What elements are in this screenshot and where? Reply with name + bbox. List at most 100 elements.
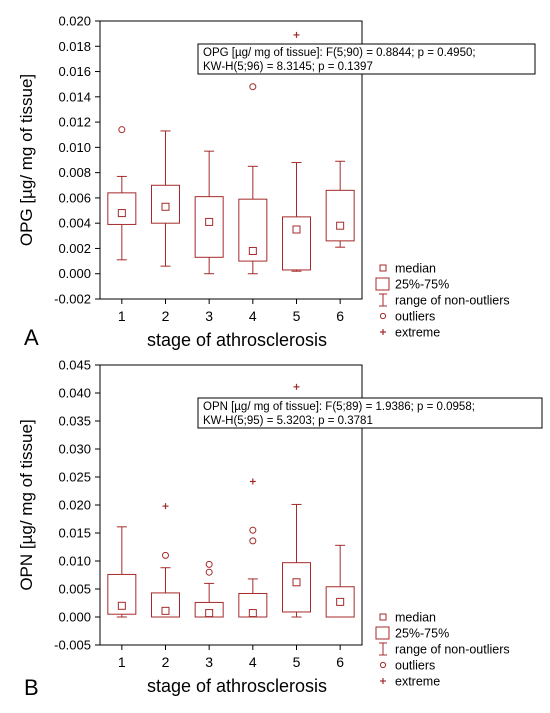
x-tick-label: 6 xyxy=(336,654,344,670)
median-marker xyxy=(161,606,170,615)
legend-label: range of non-outliers xyxy=(395,294,510,308)
box-group-1 xyxy=(107,526,137,618)
y-tick-label: 0.016 xyxy=(58,64,91,79)
x-tick-label: 1 xyxy=(118,308,126,324)
x-tick-label: 6 xyxy=(336,308,344,324)
median-marker xyxy=(248,246,257,255)
y-tick-label: 0.000 xyxy=(58,610,91,625)
legend-outlier-symbol xyxy=(379,661,387,669)
legend-label: median xyxy=(395,262,436,276)
iqr-box xyxy=(107,192,137,225)
y-tick-label: 0.005 xyxy=(58,582,91,597)
median-marker xyxy=(292,225,301,234)
legend-median-symbol xyxy=(379,264,387,272)
stats-annotation-line: OPG [µg/ mg of tissue]: F(5;90) = 0.8844… xyxy=(203,47,476,59)
iqr-box xyxy=(282,216,311,271)
outlier-point xyxy=(249,83,257,91)
stats-annotation-line: OPN [µg/ mg of tissue]: F(5;89) = 1.9386… xyxy=(203,401,475,413)
legend-box-symbol xyxy=(375,277,390,291)
legend-box-symbol xyxy=(375,626,390,640)
x-tick-label: 2 xyxy=(162,654,170,670)
y-tick-label: 0.012 xyxy=(58,115,91,130)
x-axis-label: stage of athrosclerosis xyxy=(147,330,327,350)
x-axis-label: stage of athrosclerosis xyxy=(147,676,327,696)
box-group-5 xyxy=(282,383,311,618)
outlier-point xyxy=(118,126,126,134)
y-tick-label: -0.005 xyxy=(54,638,91,653)
y-tick-label: 0.040 xyxy=(58,386,91,401)
x-tick-label: 3 xyxy=(205,654,213,670)
median-marker xyxy=(248,609,257,618)
x-tick-label: 5 xyxy=(293,654,301,670)
legend-label: 25%-75% xyxy=(395,627,449,641)
y-tick-label: -0.002 xyxy=(54,292,91,307)
stats-annotation-box xyxy=(197,43,536,75)
box-group-6 xyxy=(325,160,355,248)
x-tick-label: 5 xyxy=(293,308,301,324)
x-tick-label: 3 xyxy=(205,308,213,324)
x-tick-label: 2 xyxy=(162,308,170,324)
x-tick-label: 1 xyxy=(118,654,126,670)
legend-label: outliers xyxy=(395,310,435,324)
y-tick-label: 0.030 xyxy=(58,442,91,457)
stats-annotation-box xyxy=(197,397,543,429)
y-tick-label: 0.025 xyxy=(58,470,91,485)
iqr-box xyxy=(238,198,268,262)
y-tick-label: 0.002 xyxy=(58,241,91,256)
y-tick-label: 0.045 xyxy=(58,358,91,373)
iqr-box xyxy=(107,573,137,615)
legend-label: outliers xyxy=(395,659,435,673)
box-group-2 xyxy=(151,503,180,618)
panel-label: B xyxy=(24,675,39,700)
legend-label: extreme xyxy=(395,675,440,689)
x-tick-label: 4 xyxy=(249,308,257,324)
median-marker xyxy=(117,209,126,218)
iqr-box xyxy=(325,586,355,618)
outlier-point xyxy=(205,568,213,576)
median-marker xyxy=(117,601,126,610)
box-group-1 xyxy=(107,126,137,261)
panel-label: A xyxy=(24,325,39,350)
y-tick-label: 0.035 xyxy=(58,414,91,429)
outlier-point xyxy=(162,551,169,559)
y-tick-label: 0.010 xyxy=(58,554,91,569)
plot-frame xyxy=(99,20,363,300)
y-tick-label: 0.006 xyxy=(58,190,91,205)
median-marker xyxy=(205,217,214,226)
stats-annotation-line: KW-H(5;96) = 8.3145; p = 0.1397 xyxy=(203,61,373,73)
y-axis-label: OPG [µg/ mg of tissue] xyxy=(17,74,36,246)
x-tick-label: 4 xyxy=(249,654,257,670)
box-group-3 xyxy=(194,560,224,618)
outlier-point xyxy=(249,526,257,534)
stats-annotation-line: KW-H(5;95) = 5.3203; p = 0.3781 xyxy=(203,415,373,427)
median-marker xyxy=(336,221,345,230)
y-tick-label: 0.020 xyxy=(58,498,91,513)
y-tick-label: 0.000 xyxy=(58,266,91,281)
y-tick-label: 0.015 xyxy=(58,526,91,541)
legend-label: median xyxy=(395,611,436,625)
legend-label: range of non-outliers xyxy=(395,643,510,657)
box-group-4 xyxy=(238,478,268,618)
median-marker xyxy=(336,597,345,606)
legend-label: extreme xyxy=(395,326,440,340)
median-marker xyxy=(292,578,301,587)
y-tick-label: 0.014 xyxy=(58,89,91,104)
iqr-box xyxy=(282,562,311,613)
legend-outlier-symbol xyxy=(379,312,387,320)
y-tick-label: 0.018 xyxy=(58,39,91,54)
y-tick-label: 0.010 xyxy=(58,140,91,155)
median-marker xyxy=(161,202,170,211)
iqr-box xyxy=(238,592,268,618)
box-group-2 xyxy=(151,130,180,267)
iqr-box xyxy=(151,592,180,618)
median-marker xyxy=(205,609,214,618)
box-group-3 xyxy=(194,150,224,275)
y-tick-label: 0.004 xyxy=(58,216,91,231)
box-group-6 xyxy=(325,544,355,618)
box-group-5 xyxy=(282,31,311,272)
iqr-box xyxy=(194,196,224,258)
iqr-box xyxy=(151,184,180,224)
y-tick-label: 0.008 xyxy=(58,165,91,180)
